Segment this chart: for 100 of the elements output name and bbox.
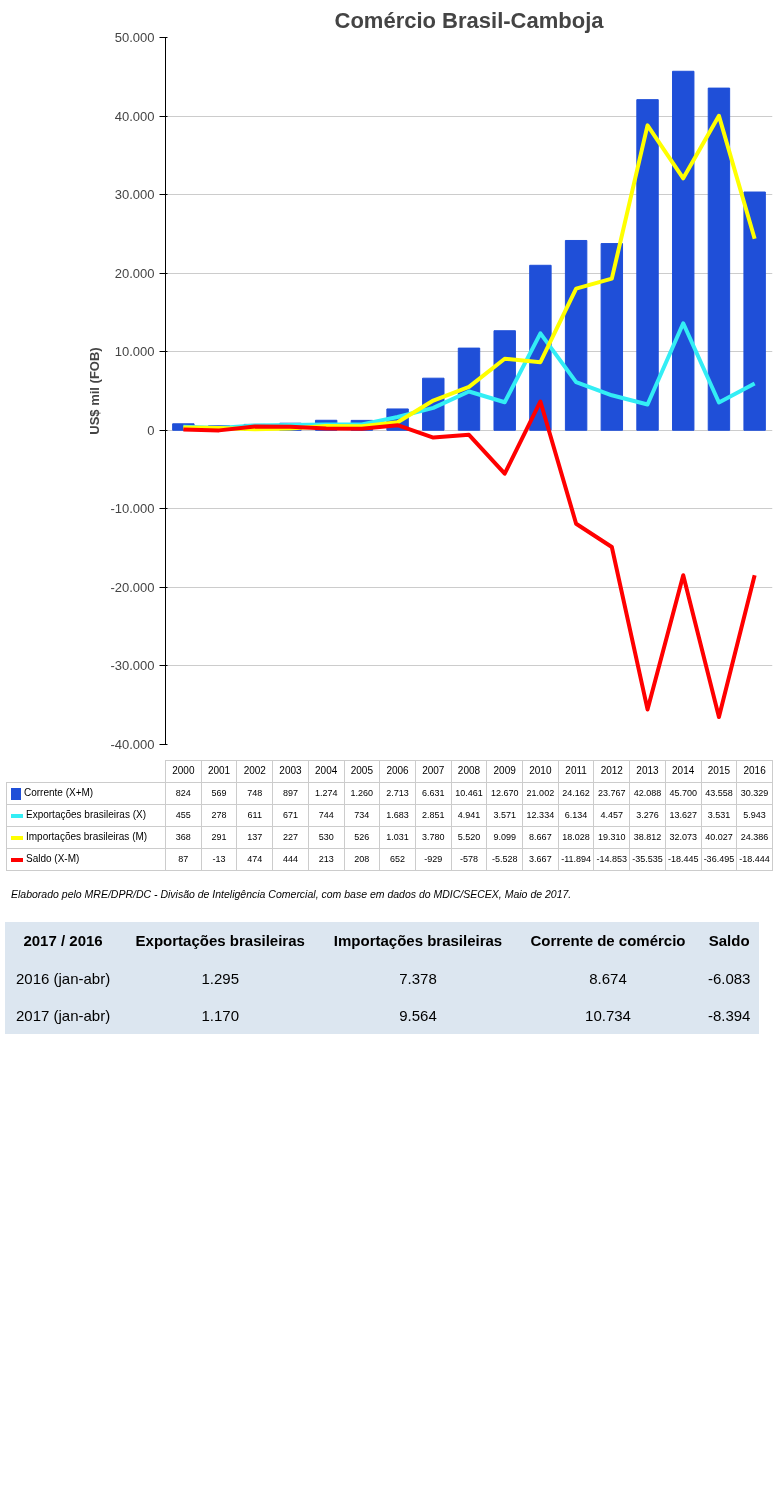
data-label: 526 bbox=[344, 826, 380, 849]
category-label: 2012 bbox=[600, 765, 623, 777]
data-label: 748 bbox=[236, 782, 273, 805]
data-label: 30.329 bbox=[736, 782, 773, 805]
data-label: 32.073 bbox=[665, 826, 702, 849]
data-label: 45.700 bbox=[665, 782, 702, 805]
data-label: -14.853 bbox=[593, 848, 630, 871]
data-label: 208 bbox=[344, 848, 380, 871]
y-tick-label: -10.000 bbox=[110, 501, 155, 517]
data-label: 21.002 bbox=[522, 782, 559, 805]
data-label: 3.780 bbox=[415, 826, 452, 849]
data-label: 87 bbox=[165, 848, 202, 871]
text: -8.394 bbox=[707, 1006, 751, 1024]
category-label: 2005 bbox=[350, 765, 373, 777]
data-label: 137 bbox=[236, 826, 273, 849]
data-label: 9.099 bbox=[486, 826, 523, 849]
data-label: 671 bbox=[272, 804, 309, 827]
data-label: 2.713 bbox=[379, 782, 416, 805]
data-label: 824 bbox=[165, 782, 202, 805]
legend-label: Importações brasileiras (M) bbox=[26, 831, 148, 843]
y-tick-label: 40.000 bbox=[114, 108, 155, 124]
data-label: 734 bbox=[344, 804, 380, 827]
data-label: 1.683 bbox=[379, 804, 416, 827]
legend-label: Exportações brasileiras (X) bbox=[26, 809, 147, 821]
data-label: 24.386 bbox=[736, 826, 773, 849]
category-label: 2000 bbox=[172, 765, 195, 777]
data-label: 474 bbox=[236, 848, 273, 871]
data-label: 652 bbox=[379, 848, 416, 871]
data-label: 10.461 bbox=[451, 782, 487, 805]
data-label: 368 bbox=[165, 826, 202, 849]
data-label: 3.276 bbox=[629, 804, 666, 827]
category-label: 2004 bbox=[315, 765, 338, 777]
legend-label: Saldo (X-M) bbox=[26, 853, 80, 865]
data-label: -36.495 bbox=[701, 848, 737, 871]
data-label: 569 bbox=[201, 782, 237, 805]
data-label: -11.894 bbox=[558, 848, 594, 871]
data-label: 18.028 bbox=[558, 826, 594, 849]
data-label: -18.444 bbox=[736, 848, 773, 871]
y-tick-label: 10.000 bbox=[114, 344, 155, 360]
text: 7.378 bbox=[399, 969, 437, 987]
text: 2017 / 2016 bbox=[22, 931, 104, 952]
data-label: 611 bbox=[236, 804, 273, 827]
data-label: 5.520 bbox=[451, 826, 487, 849]
category-label: 2009 bbox=[493, 765, 516, 777]
data-label: 897 bbox=[272, 782, 309, 805]
category-label: Importações brasileiras bbox=[332, 931, 504, 952]
category-label: Corrente de comércio bbox=[529, 931, 687, 952]
data-label: 1.274 bbox=[308, 782, 345, 805]
category-label: 2010 bbox=[529, 765, 552, 777]
data-label: 40.027 bbox=[701, 826, 737, 849]
category-label: 2017 (jan-abr) bbox=[15, 1006, 111, 1024]
category-label: 2015 bbox=[707, 765, 731, 777]
data-label: 3.667 bbox=[522, 848, 559, 871]
text: 8.674 bbox=[589, 969, 627, 987]
data-label: 291 bbox=[201, 826, 237, 849]
data-label: 23.767 bbox=[593, 782, 630, 805]
y-tick-label: 0 bbox=[147, 422, 155, 438]
data-label: 43.558 bbox=[701, 782, 737, 805]
data-label: 24.162 bbox=[558, 782, 594, 805]
data-label: 3.531 bbox=[701, 804, 737, 827]
y-tick-label: -40.000 bbox=[110, 737, 155, 752]
text: 1.295 bbox=[201, 969, 240, 987]
text: 9.564 bbox=[399, 1006, 437, 1024]
text: -6.083 bbox=[707, 969, 751, 987]
text: 1.170 bbox=[201, 1006, 240, 1024]
y-tick-label: -30.000 bbox=[110, 658, 155, 674]
chart-title: Comércio Brasil-Camboja bbox=[334, 7, 605, 33]
y-tick-label: 50.000 bbox=[114, 30, 155, 45]
data-label: 455 bbox=[165, 804, 202, 827]
data-label: -578 bbox=[451, 848, 487, 871]
data-label: 19.310 bbox=[593, 826, 630, 849]
text: Elaborado pelo MRE/DPR/DC - Divisão de Inteligência Comercial, com base em dados do MDIC/SECEX, Maio de 2017. bbox=[11, 887, 572, 903]
legend-label: Corrente (X+M) bbox=[24, 787, 94, 799]
data-label: 744 bbox=[308, 804, 345, 827]
data-label: -35.535 bbox=[629, 848, 666, 871]
category-label: 2014 bbox=[672, 765, 695, 777]
data-label: 6.631 bbox=[415, 782, 452, 805]
text: 10.734 bbox=[585, 1006, 631, 1024]
data-label: 5.943 bbox=[736, 804, 773, 827]
data-label: 12.334 bbox=[522, 804, 559, 827]
data-label: 2.851 bbox=[415, 804, 452, 827]
category-label: 2003 bbox=[279, 765, 302, 777]
data-label: 13.627 bbox=[665, 804, 702, 827]
category-label: 2011 bbox=[565, 765, 587, 777]
category-label: 2001 bbox=[207, 765, 231, 777]
data-label: 530 bbox=[308, 826, 345, 849]
data-label: 227 bbox=[272, 826, 309, 849]
category-label: Exportações brasileiras bbox=[134, 931, 306, 952]
category-label: 2006 bbox=[386, 765, 409, 777]
data-label: -929 bbox=[415, 848, 452, 871]
data-label: 3.571 bbox=[486, 804, 523, 827]
data-label: 4.941 bbox=[451, 804, 487, 827]
data-label: 38.812 bbox=[629, 826, 666, 849]
data-label: -5.528 bbox=[486, 848, 523, 871]
y-tick-label: 20.000 bbox=[114, 265, 155, 281]
category-label: Saldo bbox=[707, 931, 751, 952]
data-label: -18.445 bbox=[665, 848, 702, 871]
category-label: 2016 (jan-abr) bbox=[15, 969, 111, 987]
data-label: -13 bbox=[201, 848, 237, 871]
y-tick-label: 30.000 bbox=[114, 187, 155, 203]
